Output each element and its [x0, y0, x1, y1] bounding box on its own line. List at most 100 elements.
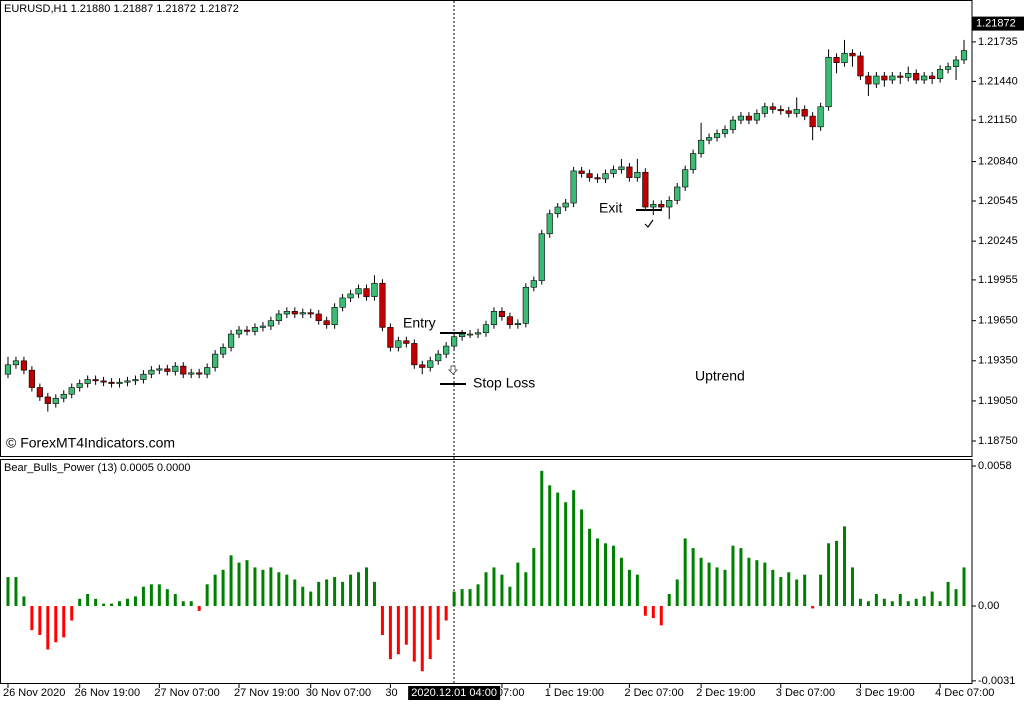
watermark: © ForexMT4Indicators.com — [6, 435, 175, 451]
histogram-bar — [468, 589, 472, 607]
arrow-icon — [447, 365, 459, 375]
candle — [363, 284, 370, 301]
histogram-bar — [882, 598, 886, 607]
candle — [785, 106, 792, 118]
candle-body — [801, 109, 808, 117]
histogram-bar — [213, 574, 217, 607]
candle — [865, 71, 872, 97]
candle-body — [674, 186, 681, 201]
candle — [92, 375, 99, 385]
candle — [937, 65, 944, 83]
histogram-bar — [30, 606, 34, 631]
histogram-bar — [261, 569, 265, 607]
candle-body — [929, 75, 936, 79]
candle-body — [267, 320, 274, 327]
candle-body — [459, 333, 466, 338]
histogram-bar — [540, 470, 544, 607]
candle-body — [323, 320, 330, 326]
candle-body — [713, 133, 721, 138]
candle — [443, 342, 450, 359]
candle — [825, 49, 832, 111]
candle-body — [921, 75, 928, 81]
histogram-bar — [165, 589, 169, 607]
candle — [698, 122, 705, 158]
candle — [769, 102, 776, 114]
candle-body — [76, 383, 83, 388]
candle-body — [379, 282, 386, 328]
candle — [929, 71, 936, 85]
histogram-bar — [452, 591, 456, 607]
x-tick-label: 3 Dec 19:00 — [855, 687, 914, 699]
histogram-bar — [795, 579, 799, 607]
candle — [188, 368, 195, 379]
candle — [905, 66, 912, 82]
candle-body — [578, 170, 585, 174]
histogram-bar — [245, 560, 249, 607]
candle — [538, 229, 545, 285]
histogram-bar — [197, 606, 201, 611]
histogram-bar — [548, 485, 552, 607]
candle — [857, 51, 864, 81]
histogram-bar — [436, 606, 440, 640]
candle-body — [610, 169, 617, 174]
histogram-bar — [181, 601, 185, 607]
histogram-bar — [675, 579, 679, 607]
histogram-bar — [779, 577, 783, 607]
y-tick-label: 0.0058 — [978, 460, 1012, 472]
histogram-bar — [341, 581, 345, 607]
histogram-bar — [850, 567, 854, 607]
uptrend-label: Uptrend — [695, 368, 745, 384]
candle — [379, 279, 386, 332]
candle-body — [873, 75, 880, 85]
last-price-box — [972, 16, 1024, 31]
candle-body — [36, 387, 43, 398]
histogram-bar — [707, 562, 711, 607]
cursor-label: 2020.12.01 04:00 — [411, 687, 497, 699]
candle-body — [180, 365, 187, 375]
histogram-bar — [118, 601, 122, 607]
histogram-bar — [835, 540, 839, 607]
candle-body — [52, 397, 59, 404]
candle — [522, 283, 529, 328]
candle — [506, 312, 513, 329]
candle-body — [865, 75, 872, 85]
histogram-bar — [125, 598, 129, 607]
candle-body — [960, 50, 968, 61]
histogram-bar — [715, 567, 719, 607]
histogram-bar — [564, 502, 568, 607]
candle-body — [84, 379, 91, 384]
histogram-bar — [747, 557, 751, 607]
candle — [60, 390, 67, 403]
candle — [267, 316, 274, 331]
histogram-bar — [532, 548, 536, 607]
x-tick-label: 3 Dec 07:00 — [776, 687, 835, 699]
candle — [411, 339, 418, 369]
candle-body — [809, 115, 816, 128]
candle — [76, 379, 83, 392]
histogram-bar — [739, 548, 743, 607]
indicator-title: Bear_Bulls_Power (13) 0.0005 0.0000 — [4, 462, 191, 474]
histogram-bar — [309, 591, 313, 607]
candle — [610, 165, 617, 178]
candle-body — [490, 311, 498, 326]
candle-body — [729, 119, 737, 130]
candle-body — [769, 106, 776, 110]
candle-body — [28, 369, 35, 388]
candle-body — [474, 332, 482, 335]
histogram-bar — [277, 572, 281, 607]
histogram-bar — [946, 581, 950, 607]
histogram-bar — [699, 557, 703, 607]
histogram-bar — [110, 603, 114, 607]
candle-body — [944, 66, 952, 70]
candle-body — [602, 173, 609, 180]
histogram-bar — [388, 606, 392, 660]
candle — [466, 330, 474, 339]
candle-body — [626, 166, 633, 178]
candle-body — [291, 311, 298, 315]
candle — [913, 69, 920, 85]
cursor-label-box — [408, 686, 501, 700]
candle-body — [562, 202, 569, 208]
histogram-bar — [819, 574, 823, 607]
candle — [952, 55, 960, 81]
